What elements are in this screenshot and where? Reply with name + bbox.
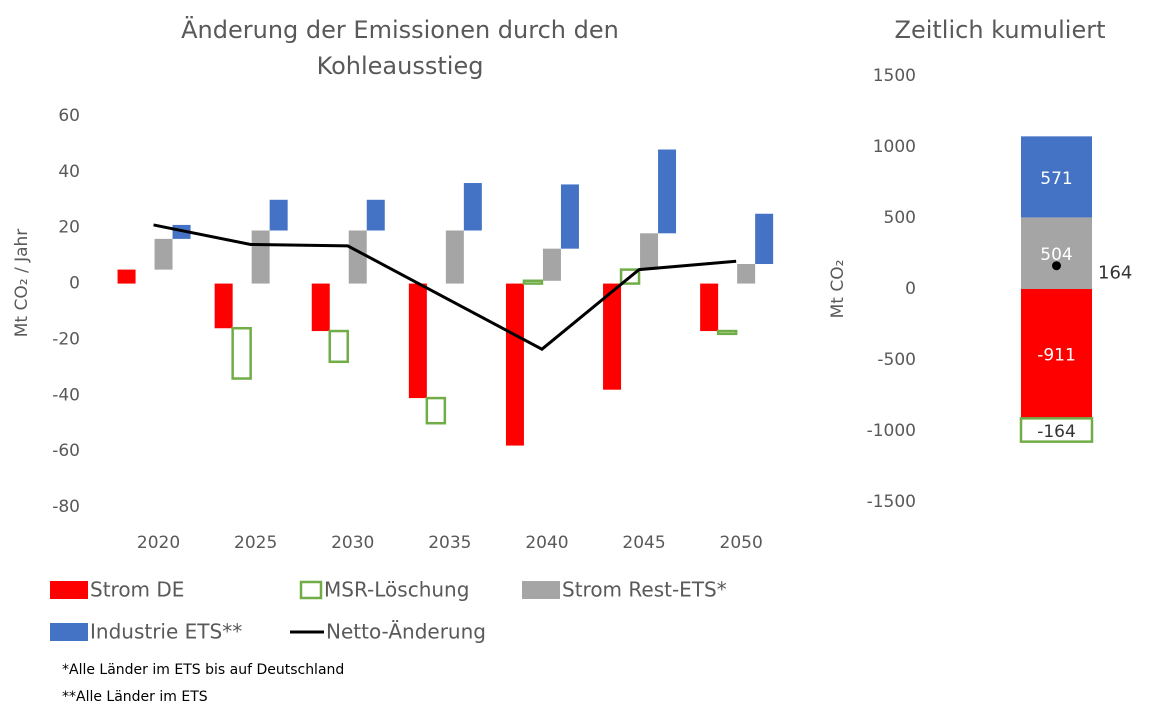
bar bbox=[505, 283, 524, 446]
bar bbox=[700, 283, 719, 332]
footnote: **Alle Länder im ETS bbox=[62, 689, 208, 705]
bar bbox=[716, 329, 738, 336]
bar bbox=[737, 264, 756, 284]
chart-title: Zeitlich kumuliert bbox=[894, 16, 1106, 44]
data-label: 571 bbox=[1040, 169, 1072, 189]
bar bbox=[1021, 217, 1092, 289]
legend-label: Strom DE bbox=[90, 578, 184, 602]
y-tick-label: -40 bbox=[52, 385, 80, 405]
bar bbox=[560, 184, 579, 249]
bar bbox=[445, 230, 464, 284]
bar bbox=[408, 283, 427, 399]
bar bbox=[522, 279, 544, 285]
data-label: 504 bbox=[1040, 245, 1072, 265]
bar bbox=[1019, 417, 1094, 443]
y-tick-label: 40 bbox=[58, 162, 80, 182]
y-tick-label: 1000 bbox=[873, 137, 916, 157]
legend-label: Netto-Änderung bbox=[326, 620, 486, 644]
legend-swatch bbox=[522, 581, 560, 599]
bar bbox=[328, 329, 349, 364]
data-label: 164 bbox=[1098, 263, 1132, 284]
legend-swatch bbox=[299, 580, 323, 600]
y-tick-label: -80 bbox=[52, 497, 80, 517]
bar bbox=[231, 327, 252, 380]
x-tick-label: 2045 bbox=[622, 533, 665, 553]
y-tick-label: 0 bbox=[905, 279, 916, 299]
y-tick-label: 500 bbox=[884, 208, 916, 228]
legend-label: MSR-Löschung bbox=[324, 578, 469, 602]
y-tick-label: 20 bbox=[58, 218, 80, 238]
legend-label: Industrie ETS** bbox=[90, 620, 242, 644]
x-tick-label: 2035 bbox=[428, 533, 471, 553]
x-tick-label: 2020 bbox=[137, 533, 180, 553]
bar bbox=[463, 183, 482, 231]
net-point bbox=[1052, 261, 1061, 271]
bar bbox=[425, 396, 447, 425]
y-tick-label: 1500 bbox=[873, 66, 916, 86]
y-tick-label: -500 bbox=[877, 350, 916, 370]
legend-swatch bbox=[50, 581, 88, 599]
bar bbox=[366, 199, 385, 231]
line bbox=[153, 223, 737, 351]
x-tick-label: 2050 bbox=[720, 533, 763, 553]
bar bbox=[640, 233, 659, 270]
footnote: *Alle Länder im ETS bis auf Deutschland bbox=[62, 662, 344, 678]
chart-title: Änderung der Emissionen durch den Kohlea… bbox=[181, 16, 619, 80]
bar bbox=[117, 269, 136, 284]
data-label: -911 bbox=[1037, 346, 1076, 366]
bar bbox=[1021, 289, 1092, 419]
legend-label: Strom Rest-ETS* bbox=[562, 578, 727, 602]
y-tick-label: -1000 bbox=[867, 421, 916, 441]
x-tick-label: 2030 bbox=[331, 533, 374, 553]
y-tick-label: 60 bbox=[58, 106, 80, 126]
bar bbox=[755, 213, 774, 265]
bar bbox=[348, 230, 367, 284]
x-tick-label: 2025 bbox=[234, 533, 277, 553]
y-tick-label: -1500 bbox=[867, 492, 916, 512]
bar bbox=[269, 199, 288, 231]
bar bbox=[251, 230, 270, 284]
bar bbox=[542, 248, 561, 281]
data-label: -164 bbox=[1037, 422, 1076, 442]
x-tick-label: 2040 bbox=[525, 533, 568, 553]
legend-swatch bbox=[50, 623, 88, 641]
bar bbox=[214, 283, 233, 329]
bar bbox=[1021, 136, 1092, 218]
y-axis-label: Mt CO₂ / Jahr bbox=[12, 229, 32, 338]
y-tick-label: 0 bbox=[69, 274, 80, 294]
bar bbox=[154, 238, 173, 270]
bar bbox=[603, 283, 622, 390]
bar bbox=[658, 149, 677, 234]
y-tick-label: -20 bbox=[52, 329, 80, 349]
bar bbox=[311, 283, 330, 332]
y-tick-label: -60 bbox=[52, 441, 80, 461]
y-axis-label: Mt CO₂ bbox=[828, 260, 848, 319]
